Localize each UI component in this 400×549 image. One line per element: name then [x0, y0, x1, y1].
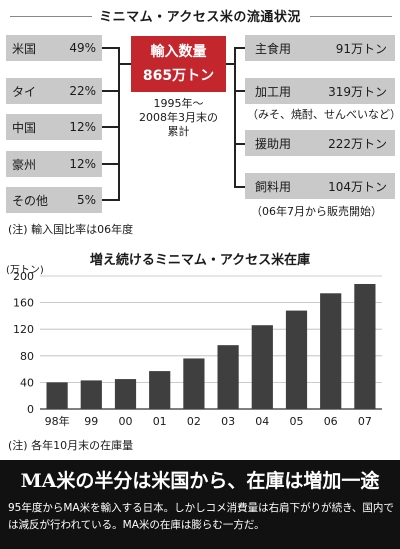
y-tick-label: 160	[13, 297, 34, 310]
connector-line	[102, 126, 119, 128]
connector-line	[102, 90, 119, 92]
bar-1	[80, 380, 102, 409]
bar-7	[285, 310, 308, 409]
bar-6	[251, 325, 273, 409]
connector-line	[234, 47, 245, 49]
source-footnote: (注) 輸入国比率は06年度	[8, 223, 134, 236]
source-name: 中国	[12, 120, 37, 135]
y-tick-labels: 0 40 80 120 160 200	[13, 270, 34, 416]
period-note: 1995年〜 2008年3月末の 累計	[121, 97, 236, 139]
period-note-line: 1995年〜	[153, 97, 204, 110]
source-name: 豪州	[12, 157, 37, 172]
connector-line	[102, 199, 119, 201]
x-tick-label: 05	[290, 415, 304, 428]
x-tick-label: 07	[358, 415, 372, 428]
x-tick-label: 04	[255, 415, 269, 428]
x-tick-label: 00	[119, 415, 133, 428]
connector-line	[234, 186, 245, 188]
connector-line	[234, 143, 245, 145]
infographic: ミニマム・アクセス米の流通状況 米国 49% タイ 22% 中国 12% 豪州 …	[6, 10, 400, 452]
source-box-australia: 豪州 12%	[6, 151, 102, 177]
destination-box-staple: 主食用 91万トン	[245, 35, 395, 61]
x-tick-label: 01	[153, 415, 167, 428]
bar-0	[46, 382, 68, 409]
connector-line	[234, 90, 245, 92]
source-share: 5%	[76, 193, 96, 207]
processing-note: （みそ、焼酎、せんべいなど）	[247, 108, 400, 121]
period-note-line: 累計	[167, 125, 190, 138]
source-share: 22%	[69, 84, 96, 98]
destination-amount: 91万トン	[335, 41, 387, 56]
source-box-china: 中国 12%	[6, 114, 102, 140]
destination-name: 加工用	[255, 84, 292, 99]
bar-9	[354, 283, 376, 409]
destination-box-processing: 加工用 319万トン	[245, 78, 395, 104]
source-name: タイ	[12, 84, 37, 99]
source-name: 米国	[12, 41, 37, 56]
source-share: 12%	[69, 157, 96, 171]
destination-box-feed: 飼料用 104万トン	[245, 173, 395, 199]
import-volume-value: 865万トン	[142, 68, 215, 84]
source-share: 49%	[69, 41, 96, 55]
destination-name: 主食用	[255, 41, 292, 56]
x-tick-label: 06	[324, 415, 338, 428]
source-name: その他	[12, 193, 49, 208]
destination-amount: 222万トン	[328, 136, 387, 151]
chart-title: 増え続けるミニマム・アクセス米在庫	[89, 253, 311, 268]
source-box-other: その他 5%	[6, 187, 102, 213]
y-tick-label: 40	[20, 376, 34, 389]
connector-line	[102, 47, 119, 49]
connector-line	[102, 163, 119, 165]
connector-line	[226, 63, 235, 65]
destination-name: 飼料用	[255, 179, 292, 194]
y-tick-label: 0	[27, 403, 34, 416]
x-tick-label: 98年	[45, 414, 70, 428]
y-tick-label: 120	[13, 323, 34, 336]
y-axis-unit: (万トン)	[6, 265, 44, 276]
import-volume-label: 輸入数量	[150, 44, 207, 60]
x-tick-label: 99	[84, 415, 98, 428]
feed-note: （06年7月から販売開始）	[251, 205, 382, 218]
article-body: 95年度からMA米を輸入する日本。しかしコメ消費量は右肩下がりが続き、国内では減…	[8, 502, 394, 531]
article-band: MA米の半分は米国から、在庫は増加一途 95年度からMA米を輸入する日本。しかし…	[0, 460, 400, 549]
y-tick-label: 200	[13, 270, 34, 283]
bars	[46, 283, 376, 409]
bar-8	[320, 293, 342, 409]
bar-5	[217, 345, 239, 409]
source-box-us: 米国 49%	[6, 35, 102, 61]
source-box-thailand: タイ 22%	[6, 78, 102, 104]
import-volume-box: 輸入数量 865万トン	[131, 36, 226, 92]
x-tick-label: 03	[221, 415, 235, 428]
stock-bar-chart: (万トン) 0 40 80 120 160 200 98年 99 00 01 02 03 04 05 06…	[6, 265, 382, 428]
connector-trunk	[234, 47, 236, 187]
title-rule-right	[310, 16, 392, 17]
bar-4	[183, 358, 205, 409]
destination-box-aid: 援助用 222万トン	[245, 130, 395, 156]
article-headline: MA米の半分は米国から、在庫は増加一途	[20, 470, 380, 492]
y-tick-label: 80	[20, 350, 34, 363]
destination-name: 援助用	[255, 136, 292, 151]
x-tick-label: 02	[187, 415, 201, 428]
connector-line	[118, 63, 131, 65]
destination-amount: 104万トン	[328, 179, 387, 194]
x-tick-labels: 98年 99 00 01 02 03 04 05 06 07	[45, 414, 372, 428]
bar-3	[149, 371, 171, 409]
period-note-line: 2008年3月末の	[139, 111, 218, 124]
destination-amount: 319万トン	[328, 84, 387, 99]
source-share: 12%	[69, 120, 96, 134]
title-rule-left	[10, 16, 92, 17]
chart-footnote: (注) 各年10月末の在庫量	[8, 439, 134, 452]
flow-title: ミニマム・アクセス米の流通状況	[99, 10, 301, 25]
connector-trunk	[118, 47, 120, 201]
bar-2	[114, 379, 137, 409]
